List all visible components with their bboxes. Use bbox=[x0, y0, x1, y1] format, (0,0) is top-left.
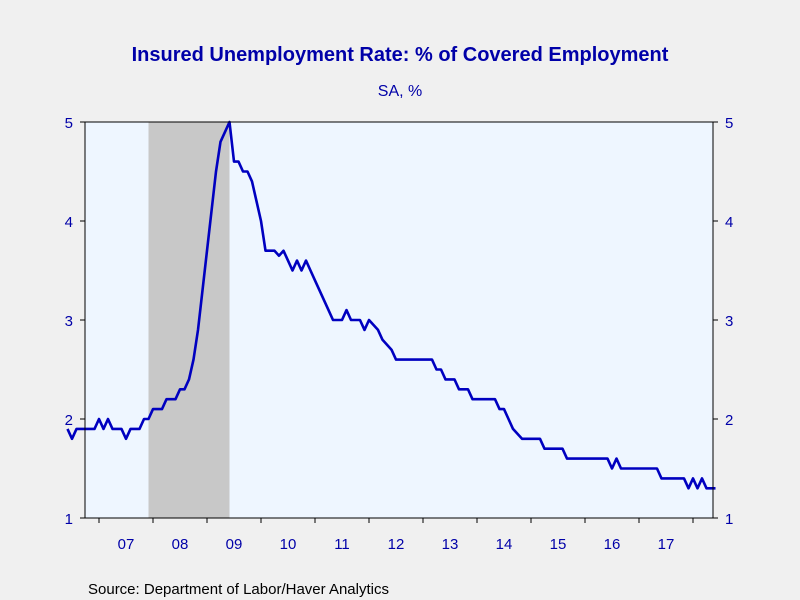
series-line bbox=[66, 120, 716, 490]
y-tick-label-left: 2 bbox=[65, 412, 73, 429]
y-axis-ticks: 1 1 2 2 3 3 4 4 5 5 bbox=[65, 115, 734, 528]
x-tick-label: 10 bbox=[280, 536, 297, 553]
x-tick-label: 08 bbox=[172, 536, 189, 553]
chart-subtitle: SA, % bbox=[378, 83, 422, 100]
y-tick-label-right: 1 bbox=[725, 511, 733, 528]
x-tick-label: 09 bbox=[226, 536, 243, 553]
y-tick-label-right: 3 bbox=[725, 313, 733, 330]
x-tick-label: 13 bbox=[442, 536, 459, 553]
chart-title: Insured Unemployment Rate: % of Covered … bbox=[132, 44, 669, 66]
x-axis-ticks: 07 08 09 10 11 12 13 14 15 16 17 bbox=[98, 518, 694, 553]
y-tick-label-left: 5 bbox=[65, 115, 73, 132]
x-tick-label: 07 bbox=[118, 536, 135, 553]
y-tick-label-left: 4 bbox=[65, 214, 73, 231]
x-tick-label: 11 bbox=[334, 536, 350, 553]
plot-frame bbox=[84, 121, 714, 519]
x-tick-label: 15 bbox=[550, 536, 567, 553]
y-tick-label-left: 1 bbox=[65, 511, 73, 528]
source-note: Source: Department of Labor/Haver Analyt… bbox=[88, 581, 389, 598]
x-tick-label: 16 bbox=[604, 536, 621, 553]
x-tick-label: 12 bbox=[388, 536, 405, 553]
recession-shading bbox=[148, 122, 230, 518]
y-tick-label-right: 4 bbox=[725, 214, 733, 231]
y-tick-label-left: 3 bbox=[65, 313, 73, 330]
x-tick-label: 17 bbox=[658, 536, 675, 553]
y-tick-label-right: 2 bbox=[725, 412, 733, 429]
x-tick-label: 14 bbox=[496, 536, 513, 553]
y-tick-label-right: 5 bbox=[725, 115, 733, 132]
